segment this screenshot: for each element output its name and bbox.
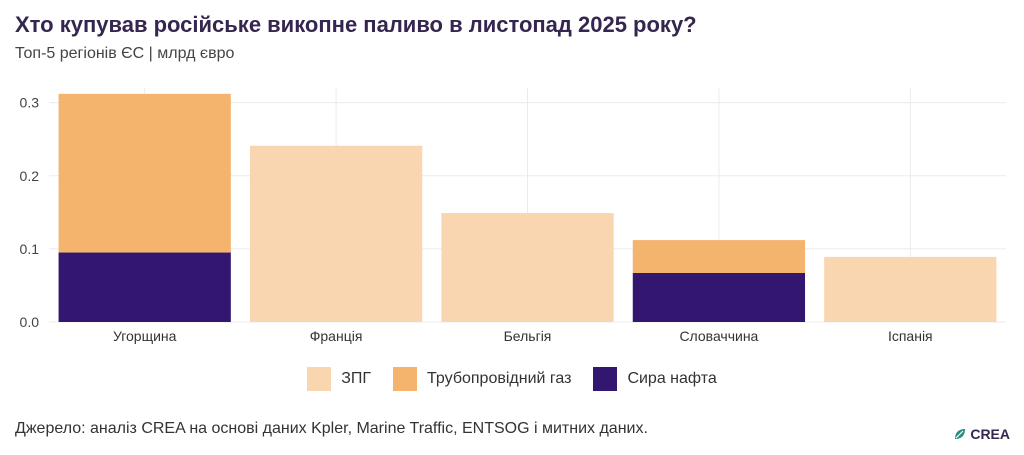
- crea-logo-text: CREA: [970, 426, 1010, 442]
- chart-legend: ЗПГ Трубопровідний газ Сира нафта: [0, 366, 1024, 392]
- bar-segment: [632, 240, 806, 274]
- chart-subtitle: Топ-5 регіонів ЄС | млрд євро: [15, 45, 235, 62]
- y-tick-label: 0.3: [20, 95, 40, 111]
- legend-swatch-crude-oil: [593, 367, 618, 391]
- y-tick-label: 0.2: [20, 168, 40, 184]
- chart-title: Хто купував російське викопне паливо в л…: [15, 12, 697, 37]
- bar-segment: [632, 273, 806, 322]
- x-tick-label: Бельгія: [504, 328, 552, 344]
- legend-swatch-lng: [307, 367, 332, 391]
- legend-item-crude-oil: Сира нафта: [593, 367, 717, 391]
- crea-logo: CREA: [953, 426, 1010, 442]
- y-tick-label: 0.1: [20, 241, 40, 257]
- x-tick-label: Угорщина: [113, 328, 177, 344]
- bar-chart: 0.0 0.1 0.2 0.3 Угорщина Франція Бельгія Словач…: [20, 88, 1006, 344]
- bar-segment: [58, 252, 231, 322]
- bar-segment: [824, 256, 997, 322]
- legend-item-pipeline-gas: Трубопровідний газ: [393, 367, 571, 391]
- legend-label-crude-oil: Сира нафта: [627, 370, 717, 387]
- bar-segment: [441, 213, 614, 322]
- x-tick-label: Словаччина: [679, 328, 758, 344]
- legend-swatch-pipeline-gas: [393, 367, 418, 391]
- legend-label-pipeline-gas: Трубопровідний газ: [427, 370, 572, 387]
- x-tick-label: Іспанія: [888, 328, 933, 344]
- legend-item-lng: ЗПГ: [307, 367, 371, 391]
- y-tick-label: 0.0: [20, 314, 40, 330]
- crea-leaf-icon: [955, 429, 966, 439]
- x-tick-label: Франція: [310, 328, 363, 344]
- source-note: Джерело: аналіз CREA на основі даних Kpl…: [15, 420, 648, 437]
- bar-segment: [58, 93, 231, 253]
- bar-segment: [249, 145, 423, 322]
- legend-label-lng: ЗПГ: [341, 370, 372, 387]
